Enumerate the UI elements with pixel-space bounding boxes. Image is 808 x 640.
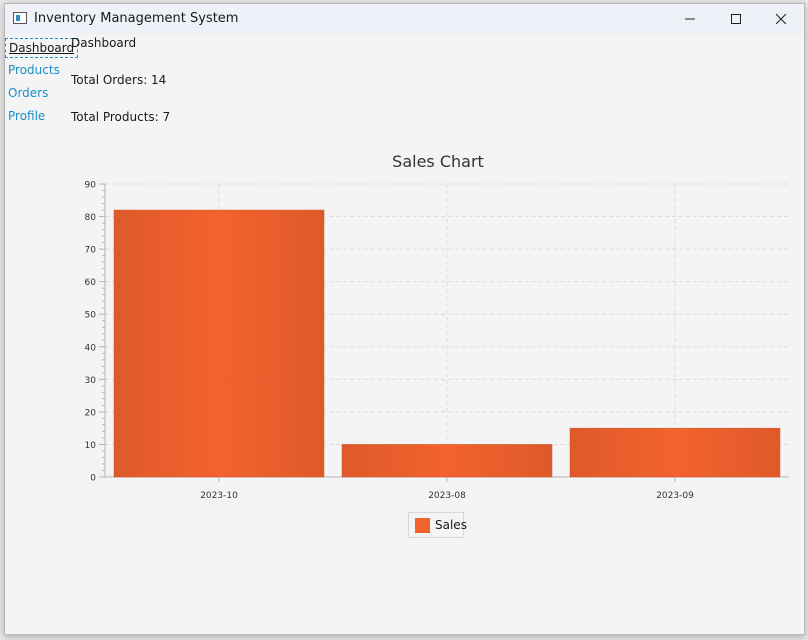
total-orders-text: Total Orders: 14 xyxy=(71,73,167,87)
close-button[interactable] xyxy=(758,4,804,34)
x-tick-label: 2023-09 xyxy=(656,491,694,501)
bar xyxy=(341,444,553,478)
nav-dashboard-link[interactable]: Dashboard xyxy=(5,38,79,58)
y-tick-label: 40 xyxy=(85,343,97,353)
chart-title: Sales Chart xyxy=(392,152,484,171)
bar xyxy=(113,209,325,478)
title-bar[interactable]: Inventory Management System xyxy=(5,4,804,34)
window-title: Inventory Management System xyxy=(34,11,239,26)
close-icon xyxy=(775,13,787,25)
legend-swatch xyxy=(415,518,430,533)
nav-profile-link[interactable]: Profile xyxy=(8,109,46,123)
y-tick-label: 20 xyxy=(85,408,97,418)
chart-legend: Sales xyxy=(408,512,467,538)
y-tick-label: 90 xyxy=(85,181,97,191)
legend-label: Sales xyxy=(435,518,467,532)
y-tick-label: 50 xyxy=(85,311,97,321)
x-tick-label: 2023-08 xyxy=(428,491,466,501)
sales-chart: 0 10 20 30 40 50 60 70 80 90 2023-10 2023-08 2023-09 xyxy=(85,181,789,501)
y-tick-label: 30 xyxy=(85,376,97,386)
page-heading: Dashboard xyxy=(71,36,137,50)
y-tick-label: 80 xyxy=(85,213,97,223)
total-products-text: Total Products: 7 xyxy=(71,110,171,124)
minimize-icon xyxy=(685,18,695,20)
minimize-button[interactable] xyxy=(667,4,713,34)
nav-products-link[interactable]: Products xyxy=(8,63,60,77)
y-tick-label: 60 xyxy=(85,278,97,288)
nav-orders-link[interactable]: Orders xyxy=(8,86,49,100)
y-tick-label: 70 xyxy=(85,246,97,256)
app-window: Inventory Management System Dashboard Pr… xyxy=(4,3,805,635)
y-tick-label: 10 xyxy=(85,441,97,451)
maximize-icon xyxy=(731,14,741,24)
y-tick-label: 0 xyxy=(90,474,96,484)
bar xyxy=(569,427,781,478)
maximize-button[interactable] xyxy=(713,4,759,34)
x-tick-label: 2023-10 xyxy=(200,491,238,501)
app-icon xyxy=(13,12,27,24)
